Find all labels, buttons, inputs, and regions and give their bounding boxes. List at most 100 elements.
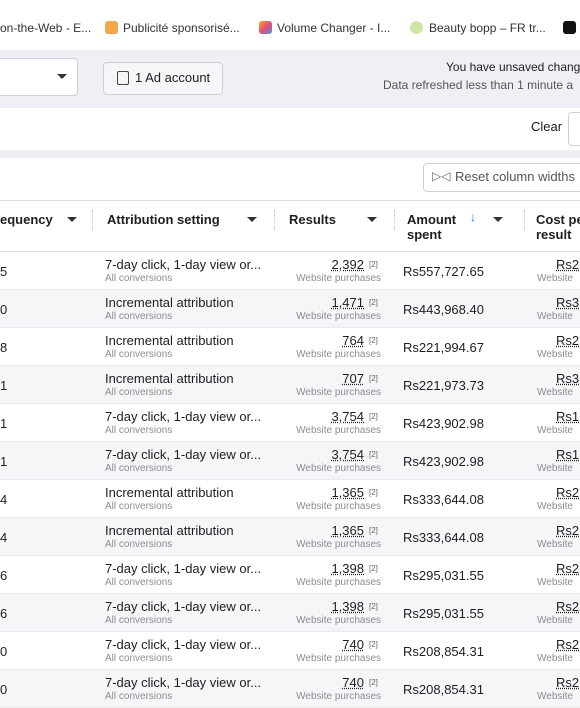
results[interactable]: 1,398: [331, 561, 364, 576]
row: [0, 594, 580, 632]
frequency: 5: [0, 264, 8, 279]
results-note: [2]: [369, 374, 378, 383]
notice: You have unsaved chang: [446, 60, 580, 74]
attribution: 7-day click, 1-day view or...: [105, 675, 262, 690]
attribution-sub: All conversions: [105, 691, 173, 702]
attribution: 7-day click, 1-day view or...: [105, 409, 262, 424]
cost-per-result[interactable]: Rs3: [556, 371, 580, 386]
clear-button[interactable]: Clear: [531, 119, 563, 134]
divider: [0, 150, 580, 158]
column-separator: [524, 210, 525, 230]
table-header: [0, 200, 580, 252]
results[interactable]: 1,471: [331, 295, 364, 310]
bookmark[interactable]: Publicité sponsorisé...: [123, 21, 240, 35]
cost-per-result[interactable]: Rs1: [556, 409, 580, 424]
results[interactable]: 764: [342, 333, 364, 348]
column-separator: [274, 210, 275, 230]
column-separator: [92, 210, 93, 230]
reset-button[interactable]: [423, 163, 580, 192]
cost-sub: Website: [537, 615, 573, 626]
cost-per-result[interactable]: Rs3: [556, 295, 580, 310]
cost-per-result[interactable]: Rs2: [556, 523, 580, 538]
frequency: 4: [0, 530, 8, 545]
results-sub: Website purchases: [296, 387, 381, 398]
attribution-sub: All conversions: [105, 577, 173, 588]
caret: [67, 217, 77, 222]
results-sub: Website purchases: [296, 539, 381, 550]
results[interactable]: 2,392: [331, 257, 364, 272]
bookmark-icon: [105, 21, 118, 34]
amount-spent: Rs557,727.65: [403, 264, 484, 279]
results[interactable]: 707: [342, 371, 364, 386]
amount-spent: Rs443,968.40: [403, 302, 484, 317]
results[interactable]: 740: [342, 637, 364, 652]
filter-row: [0, 108, 580, 150]
cost-per-result[interactable]: Rs2: [556, 257, 580, 272]
results[interactable]: 1,365: [331, 523, 364, 538]
cost-sub: Website: [537, 425, 573, 436]
results-sub: Website purchases: [296, 691, 381, 702]
bookmark[interactable]: on-the-Web - E...: [0, 21, 92, 35]
bookmark-icon: [563, 21, 576, 34]
attribution: 7-day click, 1-day view or...: [105, 561, 262, 576]
results-sub: Website purchases: [296, 501, 381, 512]
column-header: Attribution setting: [107, 212, 220, 227]
row: [0, 404, 580, 442]
button[interactable]: [568, 112, 580, 146]
amount-spent: Rs295,031.55: [403, 606, 484, 621]
frequency: 4: [0, 492, 8, 507]
cost-per-result[interactable]: Rs2: [556, 333, 580, 348]
results-note: [2]: [369, 298, 378, 307]
results-note: [2]: [369, 678, 378, 687]
caret: [367, 217, 377, 222]
attribution: 7-day click, 1-day view or...: [105, 599, 262, 614]
amount-spent: Rs221,973.73: [403, 378, 484, 393]
bookmarks-bar: [0, 0, 580, 50]
cost-per-result[interactable]: Rs2: [556, 599, 580, 614]
column-header: Amount spent: [407, 212, 457, 242]
cost-per-result[interactable]: Rs2: [556, 637, 580, 652]
results-note: [2]: [369, 526, 378, 535]
cost-per-result[interactable]: Rs2: [556, 675, 580, 690]
results-note: [2]: [369, 260, 378, 269]
cost-sub: Website: [537, 577, 573, 588]
cost-sub: Website: [537, 311, 573, 322]
amount-spent: Rs333,644.08: [403, 492, 484, 507]
results-sub: Website purchases: [296, 311, 381, 322]
results[interactable]: 740: [342, 675, 364, 690]
results-note: [2]: [369, 412, 378, 421]
column-header: Cost per result: [536, 212, 580, 242]
results-sub: Website purchases: [296, 425, 381, 436]
cost-per-result[interactable]: Rs2: [556, 561, 580, 576]
cost-sub: Website: [537, 349, 573, 360]
frequency: 0: [0, 644, 8, 659]
account-icon: [117, 71, 129, 85]
results[interactable]: 1,398: [331, 599, 364, 614]
results-sub: Website purchases: [296, 349, 381, 360]
attribution: Incremental attribution: [105, 295, 234, 310]
results[interactable]: 1,365: [331, 485, 364, 500]
row: [0, 442, 580, 480]
caret: [57, 74, 67, 79]
bookmark[interactable]: Volume Changer - I...: [277, 21, 391, 35]
amount-spent: Rs221,994.67: [403, 340, 484, 355]
cost-per-result[interactable]: Rs2: [556, 485, 580, 500]
results-sub: Website purchases: [296, 273, 381, 284]
row: [0, 252, 580, 290]
results[interactable]: 3,754: [331, 447, 364, 462]
bookmark[interactable]: Beauty bopp – FR tr...: [429, 21, 546, 35]
attribution-sub: All conversions: [105, 349, 173, 360]
sort-arrow: ↓: [470, 210, 476, 224]
ad-account-button[interactable]: [103, 62, 223, 95]
cost-per-result[interactable]: Rs1: [556, 447, 580, 462]
attribution-sub: All conversions: [105, 311, 173, 322]
caret: [247, 217, 257, 222]
column-header: Results: [289, 212, 336, 227]
results-sub: Website purchases: [296, 577, 381, 588]
results[interactable]: 3,754: [331, 409, 364, 424]
attribution: Incremental attribution: [105, 523, 234, 538]
attribution: 7-day click, 1-day view or...: [105, 447, 262, 462]
attribution-sub: All conversions: [105, 615, 173, 626]
row: [0, 480, 580, 518]
